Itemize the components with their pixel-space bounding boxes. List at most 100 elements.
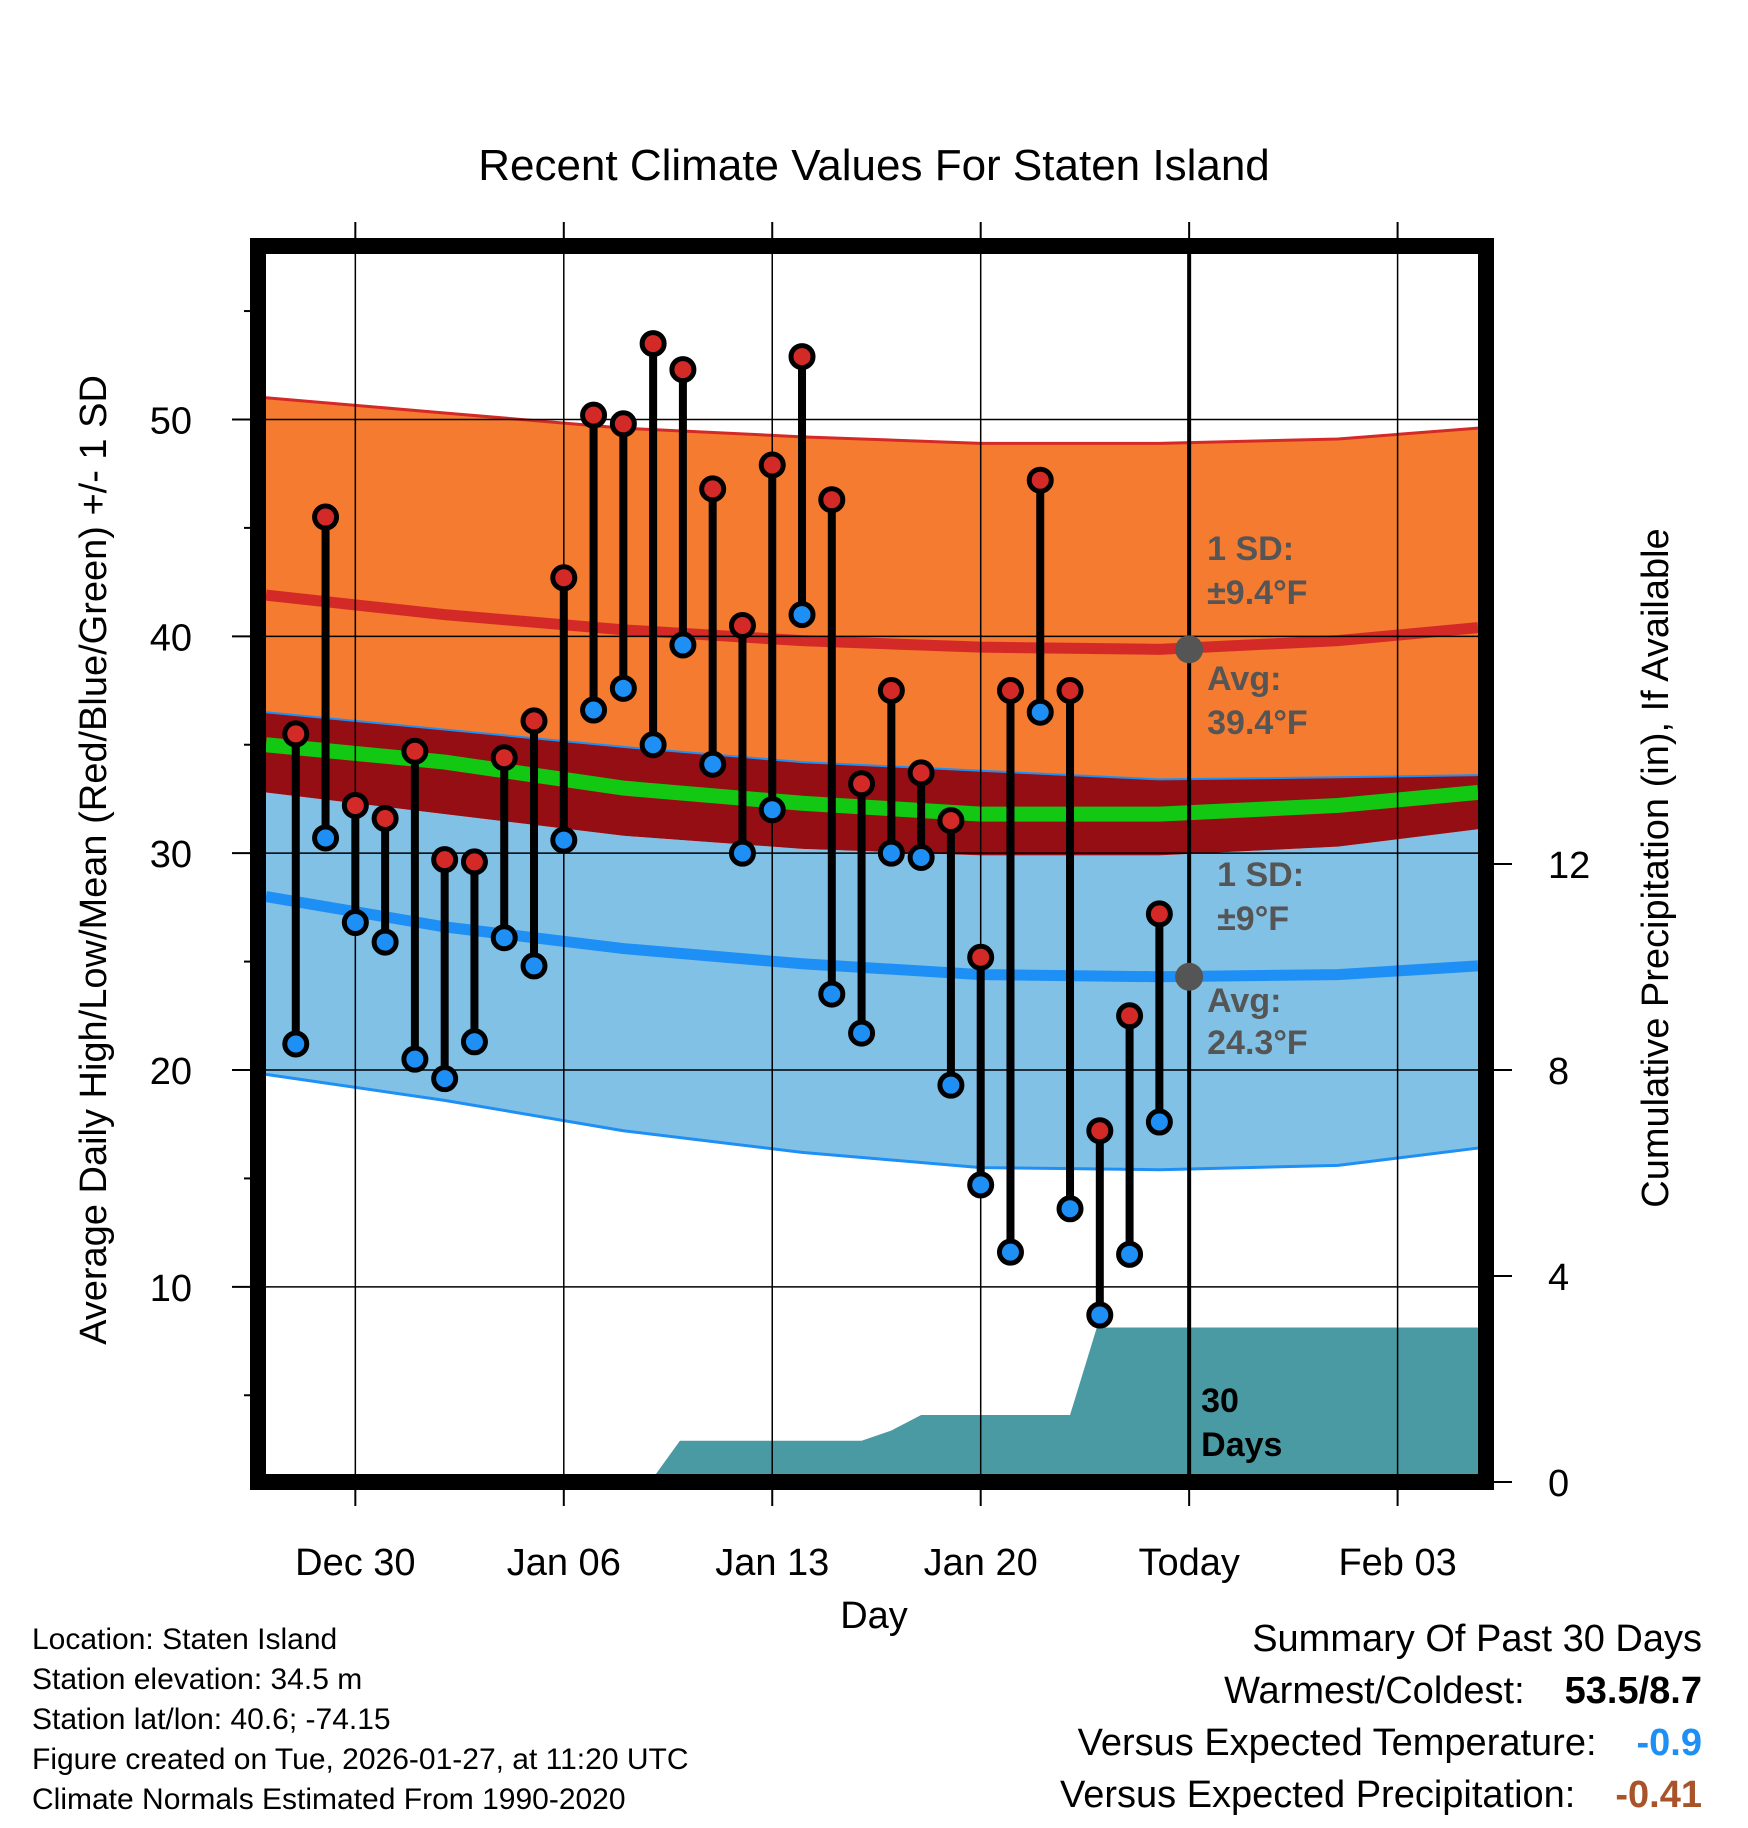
y-tick-label: 10 <box>150 1268 192 1310</box>
obs-high-point <box>312 503 340 531</box>
normals-text: Climate Normals Estimated From 1990-2020 <box>32 1783 626 1816</box>
obs-high-point <box>818 486 846 514</box>
low-avg-marker <box>1175 962 1204 991</box>
y-axis-label: Average Daily High/Low/Mean (Red/Blue/Gr… <box>73 375 115 1345</box>
obs-high-point <box>460 848 488 876</box>
high-avg-label: Avg: <box>1207 660 1281 698</box>
station-info: Location: Staten Island Station elevatio… <box>32 1620 689 1820</box>
high-avg-marker <box>1175 635 1204 664</box>
obs-high-point <box>401 737 429 765</box>
low-avg-value: 24.3°F <box>1207 1024 1308 1062</box>
obs-high-point <box>639 330 667 358</box>
obs-low-point <box>282 1030 310 1058</box>
obs-low-point <box>907 843 935 871</box>
obs-low-point <box>848 1019 876 1047</box>
obs-high-point <box>282 720 310 748</box>
precip-area <box>266 1327 1478 1482</box>
location-text: Location: Staten Island <box>32 1623 338 1656</box>
x-tick-label: Jan 20 <box>924 1542 1038 1584</box>
obs-high-point <box>371 804 399 832</box>
obs-low-point <box>967 1171 995 1199</box>
obs-low-point <box>818 980 846 1008</box>
versus-precip-value: -0.41 <box>1615 1774 1702 1816</box>
obs-low-point <box>609 674 637 702</box>
obs-high-point <box>341 791 369 819</box>
low-sd-label: 1 SD: <box>1217 856 1304 894</box>
chart-title: Recent Climate Values For Staten Island <box>478 141 1270 190</box>
obs-low-point <box>312 824 340 852</box>
obs-high-point <box>520 707 548 735</box>
obs-low-point <box>580 696 608 724</box>
obs-high-point <box>580 401 608 429</box>
obs-low-point <box>460 1028 488 1056</box>
obs-low-point <box>758 796 786 824</box>
obs-high-point <box>1026 466 1054 494</box>
x-tick-label: Dec 30 <box>295 1542 415 1584</box>
obs-low-point <box>1116 1240 1144 1268</box>
obs-low-point <box>937 1071 965 1099</box>
obs-low-point <box>490 924 518 952</box>
low-avg-label: Avg: <box>1207 982 1281 1020</box>
obs-low-point <box>520 952 548 980</box>
obs-low-point <box>699 750 727 778</box>
y2-tick-label: 12 <box>1548 845 1590 887</box>
y2-tick-label: 0 <box>1548 1463 1569 1505</box>
y2-tick-label: 8 <box>1548 1051 1569 1093</box>
obs-high-point <box>490 744 518 772</box>
obs-high-point <box>1116 1002 1144 1030</box>
obs-low-point <box>371 928 399 956</box>
days-label-text: Days <box>1201 1426 1282 1464</box>
plot-layer: 1 SD: ±9.4°F Avg: 39.4°F 1 SD: ±9°F Avg: 24.3°F… <box>250 238 1494 1490</box>
obs-high-point <box>996 677 1024 705</box>
x-tick-label: Jan 13 <box>715 1542 829 1584</box>
x-tick-label: Feb 03 <box>1338 1542 1456 1584</box>
obs-high-point <box>669 356 697 384</box>
high-sd-value: ±9.4°F <box>1207 574 1307 612</box>
warmest-coldest-label: Warmest/Coldest: <box>1224 1670 1525 1712</box>
y2-axis-label: Cumulative Precipitation (in), If Availa… <box>1635 528 1677 1207</box>
x-tick-label: Today <box>1138 1542 1239 1584</box>
obs-high-point <box>788 343 816 371</box>
obs-high-point <box>1056 677 1084 705</box>
obs-high-point <box>699 475 727 503</box>
summary-heading: Summary Of Past 30 Days <box>1252 1618 1702 1660</box>
obs-low-point <box>401 1045 429 1073</box>
high-sd-label: 1 SD: <box>1207 530 1294 568</box>
elevation-text: Station elevation: 34.5 m <box>32 1663 363 1696</box>
obs-low-point <box>669 631 697 659</box>
versus-temp-value: -0.9 <box>1636 1722 1702 1764</box>
latlon-text: Station lat/lon: 40.6; -74.15 <box>32 1703 391 1736</box>
x-tick-label: Jan 06 <box>507 1542 621 1584</box>
obs-low-point <box>788 601 816 629</box>
obs-high-point <box>877 677 905 705</box>
obs-high-point <box>728 611 756 639</box>
high-avg-value: 39.4°F <box>1207 704 1308 742</box>
summary-panel: Summary Of Past 30 Days Warmest/Coldest:… <box>802 1618 1702 1826</box>
obs-low-point <box>639 731 667 759</box>
versus-temp-label: Versus Expected Temperature: <box>1077 1722 1597 1764</box>
high-sd-band <box>266 397 1478 780</box>
normal-high-line <box>265 589 1479 655</box>
created-text: Figure created on Tue, 2026-01-27, at 11… <box>32 1743 689 1776</box>
obs-high-point <box>550 564 578 592</box>
obs-low-point <box>341 909 369 937</box>
obs-low-point <box>996 1238 1024 1266</box>
obs-high-point <box>967 943 995 971</box>
obs-high-point <box>848 770 876 798</box>
obs-low-point <box>1026 698 1054 726</box>
x-axis-label: Day <box>840 1595 908 1637</box>
obs-low-point <box>1056 1195 1084 1223</box>
versus-precip-label: Versus Expected Precipitation: <box>1059 1774 1576 1816</box>
high-upper-line <box>265 396 1479 445</box>
obs-low-point <box>728 839 756 867</box>
low-sd-band <box>266 792 1478 1170</box>
low-lower-line <box>265 1072 1479 1172</box>
obs-high-point <box>937 807 965 835</box>
low-sd-value: ±9°F <box>1217 900 1289 938</box>
axis-ticks: Dec 30 Jan 06 Jan 13 Jan 20 Today Feb 03 10 20 3… <box>150 222 1590 1584</box>
obs-high-point <box>907 759 935 787</box>
obs-high-point <box>758 451 786 479</box>
obs-high-point <box>431 846 459 874</box>
obs-high-point <box>1086 1117 1114 1145</box>
